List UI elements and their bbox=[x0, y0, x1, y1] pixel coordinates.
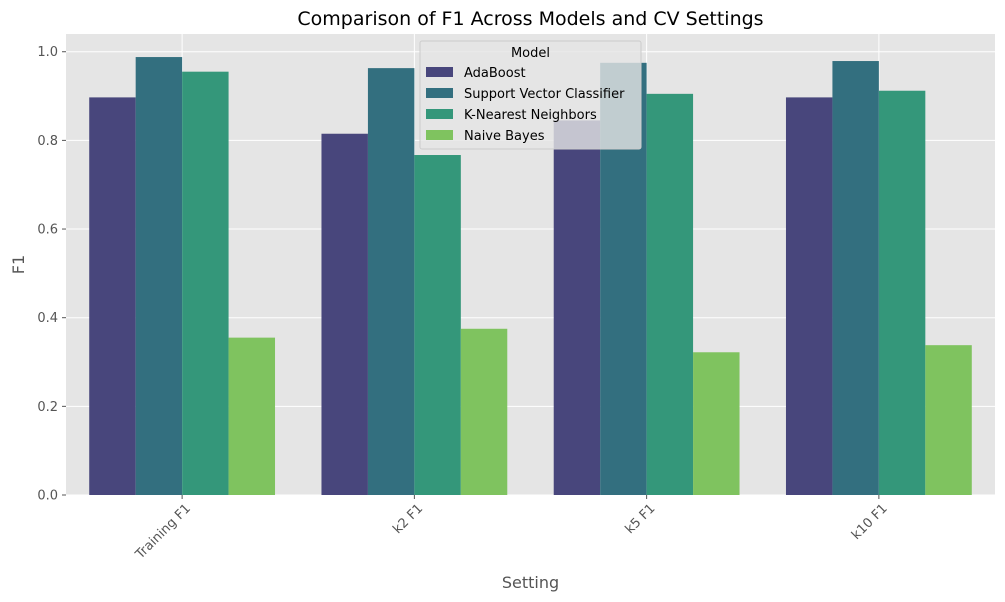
bar bbox=[785, 97, 833, 495]
legend-box bbox=[419, 40, 642, 150]
y-tick-label: 0.4 bbox=[37, 311, 58, 326]
legend-label: Support Vector Classifier bbox=[464, 87, 625, 102]
legend-swatch bbox=[426, 88, 453, 98]
bar bbox=[693, 352, 740, 495]
legend-swatch bbox=[426, 109, 453, 119]
legend-label: K-Nearest Neighbors bbox=[464, 108, 597, 123]
bar bbox=[878, 90, 926, 495]
y-tick-label: 0.0 bbox=[37, 489, 58, 504]
bar bbox=[89, 97, 136, 495]
bar bbox=[553, 120, 601, 495]
legend: Model AdaBoost Support Vector Classifier K… bbox=[419, 40, 642, 150]
bar bbox=[228, 337, 276, 495]
legend-swatch bbox=[426, 67, 453, 77]
legend-label: AdaBoost bbox=[464, 66, 526, 81]
bar bbox=[367, 68, 415, 496]
y-axis-label: F1 bbox=[9, 255, 28, 274]
y-tick-label: 0.2 bbox=[37, 400, 58, 415]
bar bbox=[925, 345, 972, 495]
bars bbox=[89, 57, 972, 496]
y-tick-label: 0.8 bbox=[37, 134, 58, 149]
legend-title: Model bbox=[511, 46, 550, 61]
legend-items: AdaBoost Support Vector Classifier K-Neare… bbox=[426, 66, 625, 144]
y-tick-label: 1.0 bbox=[37, 45, 58, 60]
bar bbox=[182, 71, 229, 495]
x-axis-label: Setting bbox=[502, 573, 559, 592]
legend-label: Naive Bayes bbox=[464, 129, 545, 144]
legend-swatch bbox=[426, 130, 453, 140]
y-axis-ticks: 0.0 0.2 0.4 0.6 0.8 1.0 bbox=[37, 45, 66, 504]
chart-title: Comparison of F1 Across Models and CV Se… bbox=[297, 8, 763, 30]
bar bbox=[321, 133, 368, 495]
bar bbox=[135, 57, 183, 496]
bar bbox=[460, 328, 508, 495]
bar bbox=[646, 93, 694, 496]
bar bbox=[832, 61, 879, 495]
bar bbox=[414, 155, 461, 495]
y-tick-label: 0.6 bbox=[37, 223, 58, 238]
